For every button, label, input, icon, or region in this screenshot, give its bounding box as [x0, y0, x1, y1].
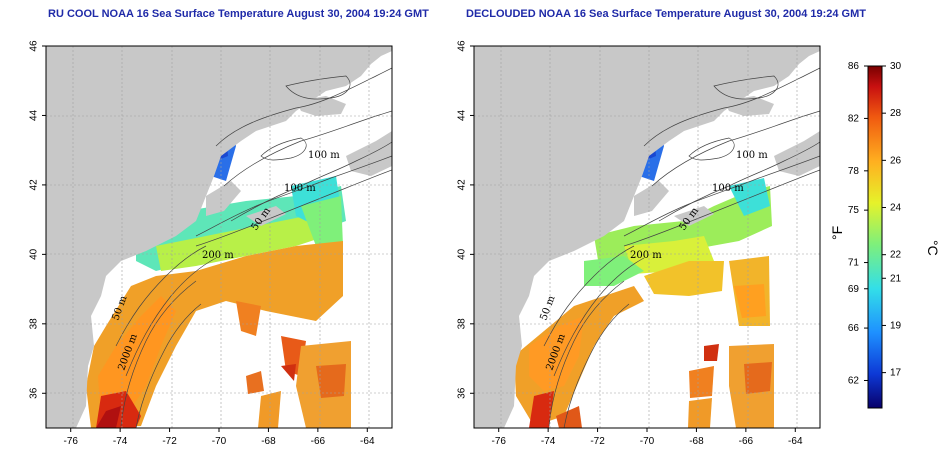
contour-label: 100 m: [736, 150, 768, 161]
grid-left: [46, 46, 392, 428]
map-panel-right: 100 m 100 m 50 m 200 m 50 m 2000 m -76 -7…: [457, 40, 821, 447]
y-tick-label: 42: [457, 179, 468, 191]
colorbar-ramp: [867, 65, 883, 409]
colorbar-tick-c: 17: [890, 368, 902, 379]
x-tick-label: -66: [739, 436, 754, 447]
colorbar-tick-c: 22: [890, 250, 902, 261]
sst-field-right: [514, 121, 774, 428]
contour-label: 100 m: [308, 150, 340, 161]
x-tick-label: -76: [63, 436, 78, 447]
x-tick-label: -74: [541, 436, 556, 447]
x-tick-label: -68: [689, 436, 704, 447]
contour-label: 100 m: [284, 183, 316, 194]
y-tick-label: 46: [29, 40, 40, 52]
y-tick-label: 38: [29, 318, 40, 330]
colorbar-tick-f: 69: [848, 284, 860, 295]
colorbar-tick-f: 86: [848, 61, 860, 72]
x-tick-label: -64: [360, 436, 375, 447]
colorbar-tick-f: 78: [848, 166, 860, 177]
colorbar-ticks: 86 82 78 75 71 69 66 62 30 28 26 24 22 21 19 17: [848, 61, 902, 386]
colorbar-unit-f: °F: [829, 226, 845, 240]
x-tick-label: -66: [311, 436, 326, 447]
contour-label: 100 m: [712, 183, 744, 194]
colorbar-tick-c: 21: [890, 273, 902, 284]
contour-label: 200 m: [630, 250, 662, 261]
colorbar-unit-c: °C: [925, 240, 941, 256]
grid-right: [474, 46, 820, 428]
y-tick-label: 36: [29, 387, 40, 399]
map-panel-left: 100 m 100 m 50 m 200 m 50 m 2000 m -76 -7…: [29, 40, 393, 447]
x-tick-label: -72: [162, 436, 177, 447]
y-tick-label: 46: [457, 40, 468, 52]
y-tick-label: 44: [29, 109, 40, 121]
x-tick-label: -68: [261, 436, 276, 447]
panel-title-right: DECLOUDED NOAA 16 Sea Surface Temperatur…: [466, 8, 866, 20]
axes-left: -76 -74 -72 -70 -68 -66 -64 36 38 40 42 44 46: [29, 40, 375, 447]
y-tick-label: 40: [29, 248, 40, 260]
colorbar-tick-c: 19: [890, 320, 902, 331]
x-tick-label: -70: [212, 436, 227, 447]
y-tick-label: 42: [29, 179, 40, 191]
y-tick-label: 40: [457, 248, 468, 260]
axes-right: -76 -74 -72 -70 -68 -66 -64 36 38 40 42 44 46: [457, 40, 803, 447]
panel-title-left: RU COOL NOAA 16 Sea Surface Temperature …: [48, 8, 429, 20]
y-tick-label: 36: [457, 387, 468, 399]
x-tick-label: -70: [640, 436, 655, 447]
x-tick-label: -72: [590, 436, 605, 447]
colorbar-tick-c: 24: [890, 203, 902, 214]
y-tick-label: 44: [457, 109, 468, 121]
x-tick-label: -76: [491, 436, 506, 447]
contour-label: 200 m: [202, 250, 234, 261]
colorbar-tick-c: 28: [890, 108, 902, 119]
x-tick-label: -74: [113, 436, 128, 447]
colorbar-tick-c: 30: [890, 61, 902, 72]
colorbar-tick-f: 71: [848, 258, 860, 269]
colorbar-tick-f: 75: [848, 205, 860, 216]
colorbar-tick-f: 66: [848, 323, 860, 334]
colorbar-tick-f: 62: [848, 375, 860, 386]
colorbar-tick-f: 82: [848, 113, 860, 124]
colorbar: 86 82 78 75 71 69 66 62 30 28 26 24 22 21 19 17 °F °C: [829, 61, 941, 409]
y-tick-label: 38: [457, 318, 468, 330]
colorbar-tick-c: 26: [890, 155, 902, 166]
x-tick-label: -64: [788, 436, 803, 447]
